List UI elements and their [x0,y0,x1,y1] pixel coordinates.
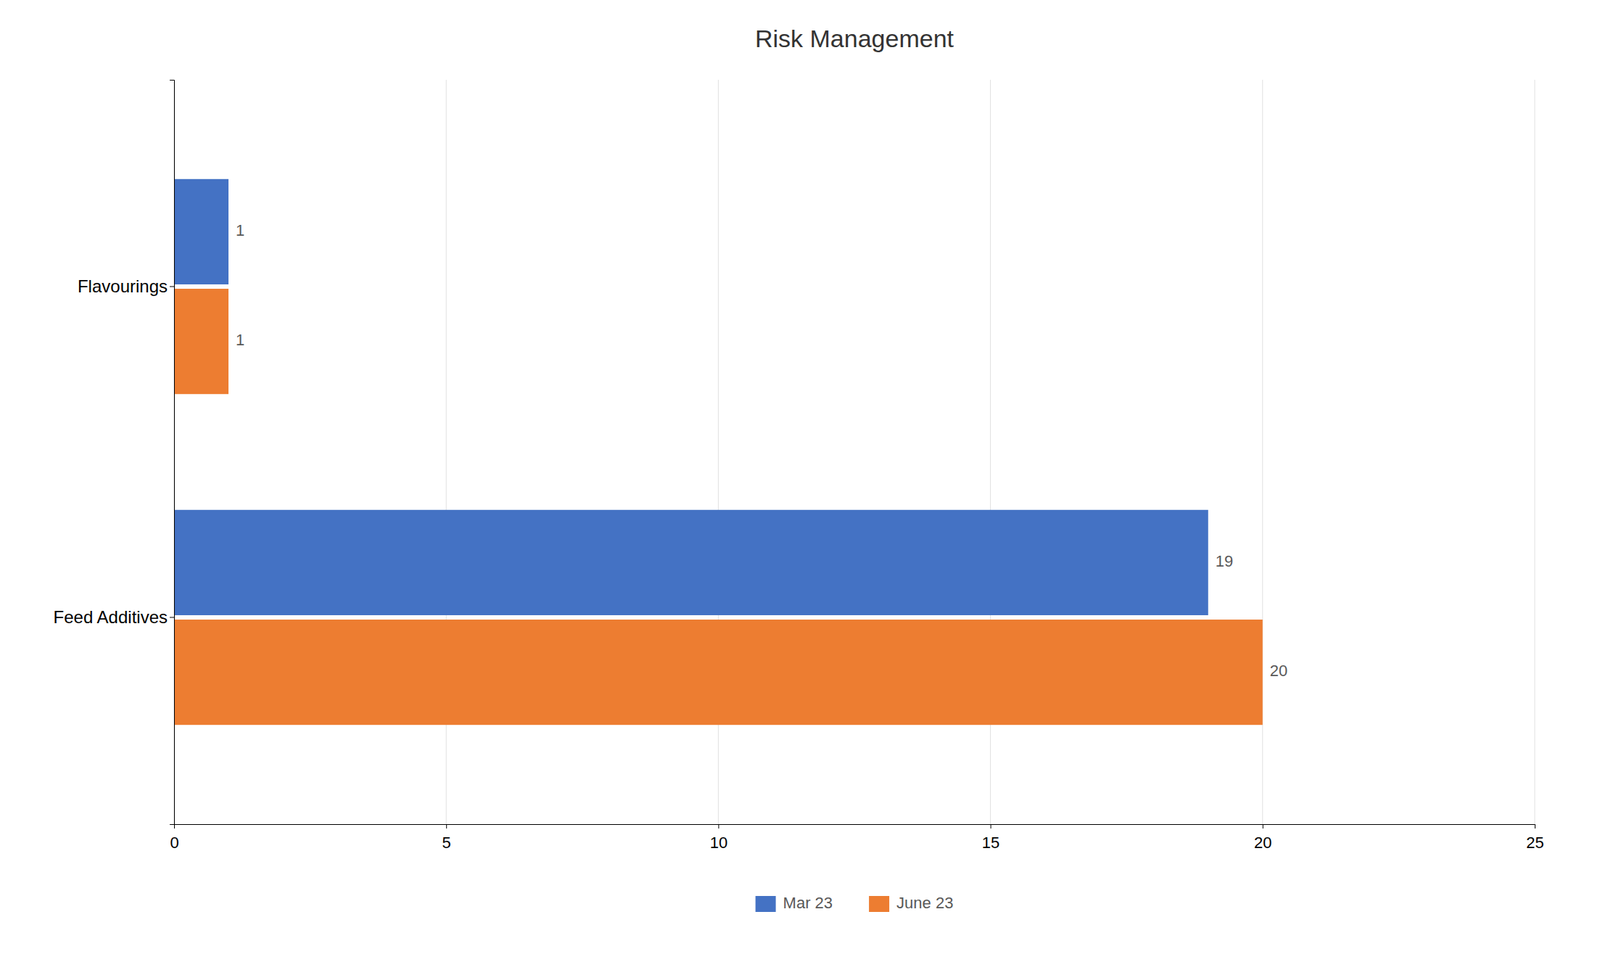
tick-mark [1262,823,1264,829]
legend-label: June 23 [896,893,954,912]
tick: 20 [1254,823,1272,852]
tick-label: Flavourings [77,276,168,296]
bar [174,179,229,285]
legend-swatch [868,895,890,912]
tick-mark [718,823,719,829]
tick-label: 15 [982,833,1000,852]
tick-mark [446,823,447,829]
plot: 1912010510152025Feed AdditivesFlavouring… [53,79,1545,852]
tick-label: 25 [1526,833,1544,852]
tick-mark [169,617,175,618]
axis-line [169,80,175,825]
title: Risk Management [755,24,955,53]
legend-label: Mar 23 [783,893,833,912]
tick: 10 [710,823,728,852]
legend-swatch [755,895,777,912]
tick: 0 [169,823,179,852]
grid [174,79,1535,824]
tick: Feed Additives [53,607,175,627]
tick-label: 0 [169,833,179,852]
tick: 25 [1526,823,1544,852]
data-labels: 19 1 20 1 [235,221,1288,680]
tick-label: Feed Additives [53,607,168,627]
grid-line [1534,79,1536,824]
tick-label: 5 [442,833,452,852]
x-axis: 0 5 10 15 20 25 [169,823,1544,852]
bars [174,179,1263,725]
legend-item: Mar 23 [755,893,833,912]
tick-label: 10 [710,833,728,852]
bar [174,288,229,394]
data-label: 19 [1215,551,1234,571]
legend: Mar 23 June 23 [755,893,954,912]
tick-mark [1534,823,1536,829]
tick: Flavourings [77,276,175,296]
y-axis: Feed Additives Flavourings [53,80,175,825]
data-label: 20 [1269,661,1288,680]
data-label: 1 [235,221,245,240]
tick-label: 20 [1254,833,1272,852]
tick: 5 [442,823,452,852]
bar [174,509,1209,616]
chart: 1912010510152025Feed AdditivesFlavouring… [0,0,1600,962]
bar [174,619,1263,725]
tick-mark [990,823,992,829]
data-label: 1 [235,330,245,349]
axis-line [174,824,1536,830]
legend-item: June 23 [868,893,954,912]
tick: 15 [982,823,1000,852]
tick-mark [169,286,175,288]
